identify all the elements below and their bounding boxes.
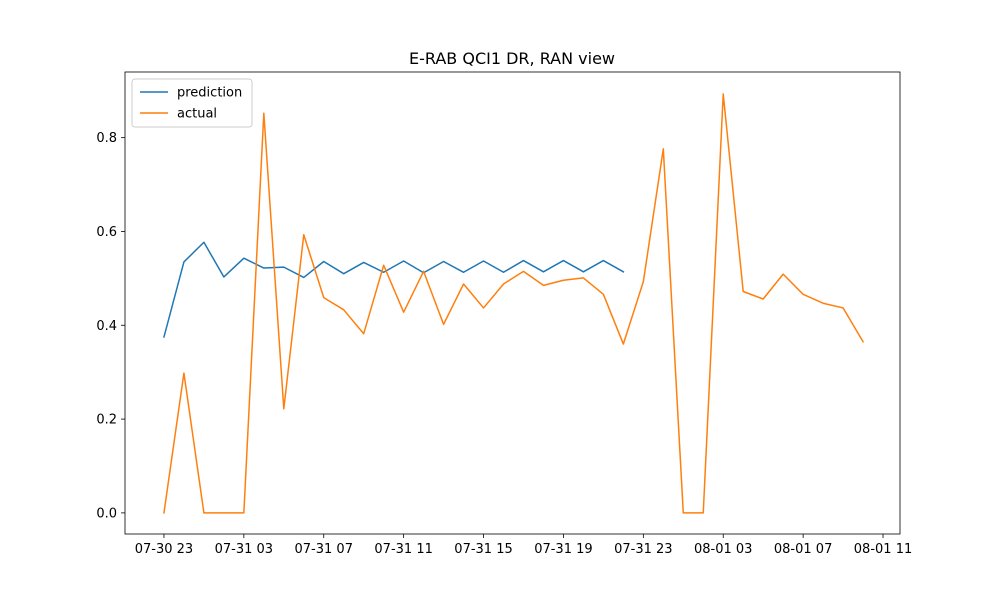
axes-frame xyxy=(124,71,901,535)
y-tick-label: 0.6 xyxy=(96,225,117,240)
plot-area: 07-30 23 07-31 03 07-31 07 07-31 11 07-31 15… xyxy=(96,71,912,557)
y-tick-label: 0.2 xyxy=(96,413,117,428)
x-tick-label: 07-31 11 xyxy=(374,542,432,557)
x-tick-label: 07-31 07 xyxy=(295,542,353,557)
x-tick-label: 07-31 23 xyxy=(614,542,672,557)
y-tick-label: 0.8 xyxy=(96,131,117,146)
x-tick-label: 08-01 07 xyxy=(774,542,832,557)
legend-box xyxy=(131,78,253,128)
legend-label-prediction: prediction xyxy=(177,86,242,101)
chart-title: E-RAB QCI1 DR, RAN view xyxy=(409,49,615,68)
series-line-prediction xyxy=(163,241,625,338)
x-tick-label: 08-01 11 xyxy=(854,542,912,557)
x-tick-label: 08-01 03 xyxy=(694,542,752,557)
x-tick-label: 07-31 03 xyxy=(215,542,273,557)
x-tick-label: 07-30 23 xyxy=(135,542,193,557)
legend-label-actual: actual xyxy=(177,107,217,122)
x-tick-label: 07-31 19 xyxy=(534,542,592,557)
y-tick-label: 0.0 xyxy=(96,506,117,521)
y-tick-label: 0.4 xyxy=(96,319,117,334)
series-line-actual xyxy=(163,93,865,514)
x-tick-label: 07-31 15 xyxy=(454,542,512,557)
